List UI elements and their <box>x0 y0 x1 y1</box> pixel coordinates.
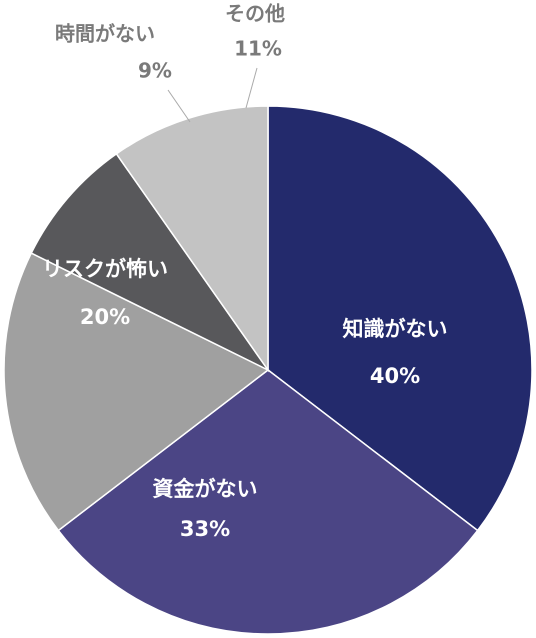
value-label: 33% <box>180 517 230 541</box>
category-label: 時間がない <box>55 22 155 46</box>
leader-line <box>167 89 191 123</box>
value-label: 20% <box>80 305 130 329</box>
value-label: 40% <box>370 364 420 388</box>
value-label: 9% <box>138 59 172 83</box>
leader-line <box>245 67 258 109</box>
pie-slice <box>57 369 479 635</box>
category-label: その他 <box>225 2 285 26</box>
pie-slice <box>115 105 269 373</box>
pie-slice <box>3 252 270 532</box>
pie-slice <box>267 105 533 532</box>
category-label: リスクが怖い <box>42 257 168 281</box>
category-label: 知識がない <box>343 317 448 341</box>
pie-slice <box>30 152 269 371</box>
value-label: 11% <box>234 37 282 61</box>
category-label: 資金がない <box>153 477 258 501</box>
